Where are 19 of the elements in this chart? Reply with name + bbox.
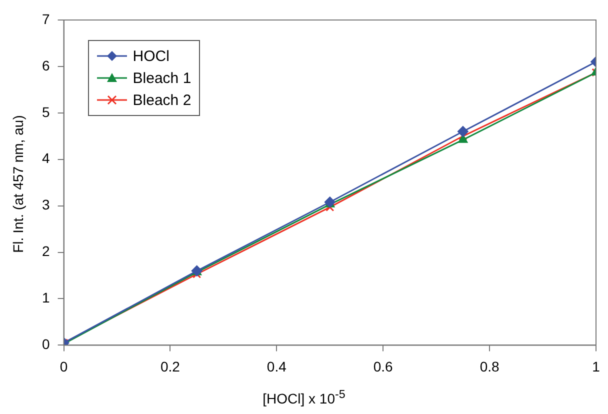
y-tick-label: 2 [42, 243, 50, 260]
y-axis-title: Fl. Int. (at 457 nm, au) [10, 115, 26, 253]
x-tick-label: 1 [592, 358, 600, 374]
y-tick-label: 5 [42, 104, 50, 120]
x-tick-label: 0 [60, 358, 68, 374]
y-tick-label: 7 [42, 10, 50, 27]
x-tick-label: 0.8 [480, 358, 500, 374]
y-tick-label: 3 [42, 196, 50, 213]
x-tick-label: 0.6 [373, 358, 394, 374]
y-tick-label: 4 [42, 150, 50, 166]
y-tick-label: 0 [42, 336, 50, 352]
legend-label: Bleach 1 [132, 70, 192, 86]
legend-label: HOCl [132, 48, 170, 64]
x-tick-label: 0.2 [160, 358, 180, 374]
legend-label: Bleach 2 [132, 92, 192, 108]
x-tick-label: 0.4 [266, 358, 287, 374]
x-axis-title: [HOCl] x 10$^{-5}$ [262, 388, 346, 407]
y-tick-label: 1 [42, 290, 50, 306]
y-tick-label: 6 [42, 57, 50, 74]
